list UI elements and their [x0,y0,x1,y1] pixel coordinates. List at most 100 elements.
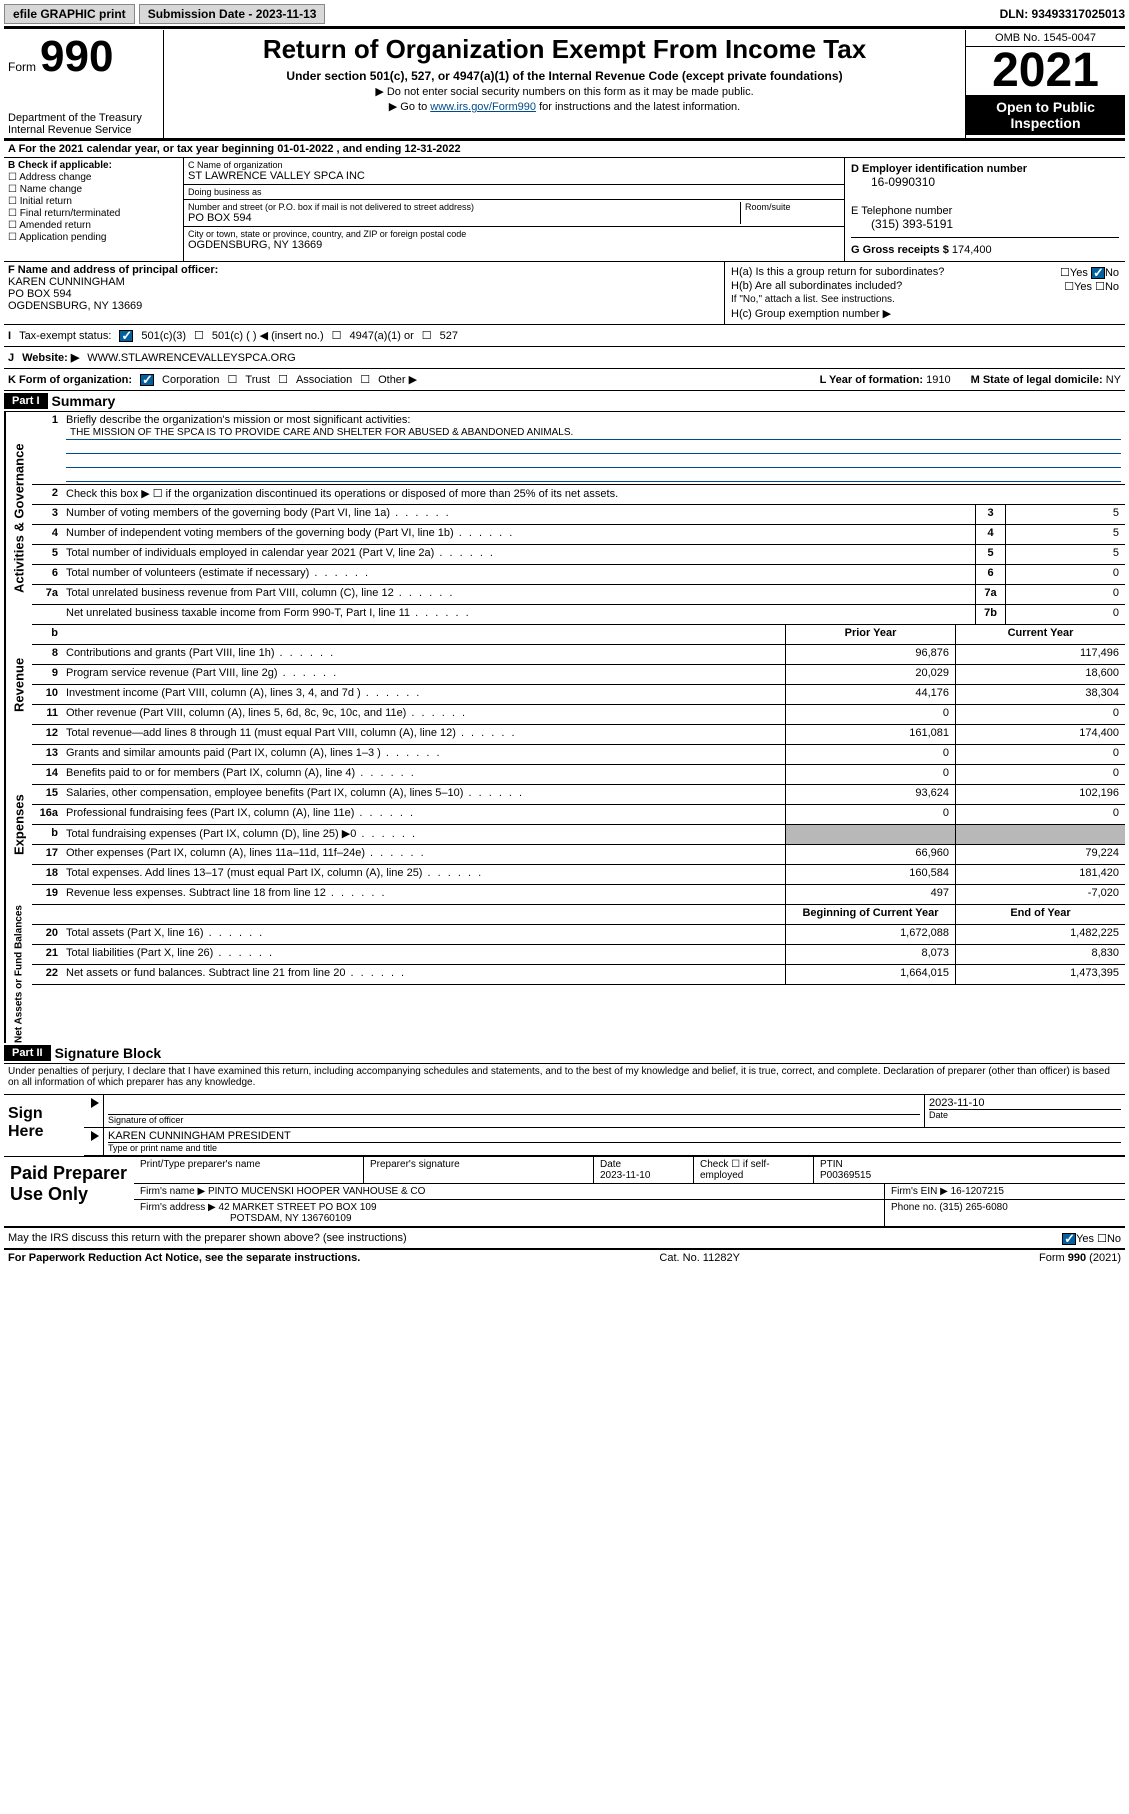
table-row: 5Total number of individuals employed in… [32,545,1125,565]
table-row: 6Total number of volunteers (estimate if… [32,565,1125,585]
table-row: 12Total revenue—add lines 8 through 11 (… [32,725,1125,745]
sign-here-label: Sign Here [4,1095,84,1156]
cb-initial-return[interactable]: ☐ Initial return [8,196,179,207]
sign-here-section: Sign Here Signature of officer 2023-11-1… [4,1094,1125,1157]
governance-section: Activities & Governance 1 Briefly descri… [4,412,1125,625]
expenses-section: Expenses 13Grants and similar amounts pa… [4,745,1125,905]
tel-value: (315) 393-5191 [851,217,1119,231]
governance-side-label: Activities & Governance [4,412,32,625]
form-word: Form [8,60,36,74]
officer-label: F Name and address of principal officer: [8,264,720,276]
sig-officer-label: Signature of officer [108,1115,920,1125]
footer-right: Form 990 (2021) [1039,1252,1121,1264]
cb-name-change[interactable]: ☐ Name change [8,184,179,195]
form-note-2: ▶ Go to www.irs.gov/Form990 for instruct… [168,100,961,113]
eoy-header: End of Year [955,905,1125,924]
form-header: Form 990 Department of the Treasury Inte… [4,30,1125,141]
line-j-website: J Website: ▶ WWW.STLAWRENCEVALLEYSPCA.OR… [4,347,1125,369]
table-row: 8Contributions and grants (Part VIII, li… [32,645,1125,665]
table-row: 15Salaries, other compensation, employee… [32,785,1125,805]
addr-value: PO BOX 594 [188,212,740,224]
table-row: 20Total assets (Part X, line 16)1,672,08… [32,925,1125,945]
sig-date: 2023-11-10 [929,1097,1121,1109]
cb-address-change[interactable]: ☐ Address change [8,172,179,183]
mission-text: THE MISSION OF THE SPCA IS TO PROVIDE CA… [66,426,1121,440]
date-label: Date [929,1109,1121,1120]
irs-link[interactable]: www.irs.gov/Form990 [430,101,536,113]
line-a-tax-year: A For the 2021 calendar year, or tax yea… [4,141,1125,158]
form-note-1: ▶ Do not enter social security numbers o… [168,85,961,98]
cb-final-return[interactable]: ☐ Final return/terminated [8,208,179,219]
org-name-label: C Name of organization [188,160,840,170]
table-row: 7aTotal unrelated business revenue from … [32,585,1125,605]
table-row: Net unrelated business taxable income fr… [32,605,1125,625]
mission-label: Briefly describe the organization's miss… [66,414,1121,426]
expenses-side-label: Expenses [4,745,32,905]
h-b-note: If "No," attach a list. See instructions… [731,294,1119,305]
page-footer: For Paperwork Reduction Act Notice, see … [4,1250,1125,1266]
website-value: WWW.STLAWRENCEVALLEYSPCA.ORG [87,352,295,364]
revenue-side-label: Revenue [4,625,32,745]
cb-application-pending[interactable]: ☐ Application pending [8,232,179,243]
table-row: bTotal fundraising expenses (Part IX, co… [32,825,1125,845]
table-row: 13Grants and similar amounts paid (Part … [32,745,1125,765]
table-row: 22Net assets or fund balances. Subtract … [32,965,1125,985]
table-row: 16aProfessional fundraising fees (Part I… [32,805,1125,825]
officer-addr1: PO BOX 594 [8,288,720,300]
part-1-header-row: Part I Summary [4,391,1125,412]
firm-ein: 16-1207215 [951,1186,1004,1197]
gross-value: 174,400 [952,244,992,256]
addr-label: Number and street (or P.O. box if mail i… [188,202,740,212]
ein-value: 16-0990310 [851,175,1119,189]
tel-label: E Telephone number [851,205,1119,217]
firm-addr1: 42 MARKET STREET PO BOX 109 [219,1202,377,1213]
irs-label: Internal Revenue Service [8,124,159,136]
ha-no-checked-icon [1091,267,1105,279]
footer-left: For Paperwork Reduction Act Notice, see … [8,1252,360,1264]
cb-amended-return[interactable]: ☐ Amended return [8,220,179,231]
ein-label: D Employer identification number [851,163,1119,175]
line-2-checkbox: Check this box ▶ ☐ if the organization d… [62,485,1125,504]
dept-label: Department of the Treasury [8,112,159,124]
form-number: 990 [40,32,113,82]
org-name: ST LAWRENCE VALLEY SPCA INC [188,170,840,182]
part-1-badge: Part I [4,393,48,409]
corp-checked-icon [140,374,154,386]
efile-print-button[interactable]: efile GRAPHIC print [4,4,135,24]
revenue-section: Revenue b Prior Year Current Year 8Contr… [4,625,1125,745]
firm-phone: (315) 265-6080 [939,1202,1007,1213]
preparer-name-header: Print/Type preparer's name [134,1157,364,1183]
section-f-h: F Name and address of principal officer:… [4,262,1125,325]
tax-year: 2021 [966,47,1125,95]
arrow-icon [91,1098,99,1108]
table-row: 19Revenue less expenses. Subtract line 1… [32,885,1125,905]
line-k-form-org: K Form of organization: Corporation ☐ Tr… [4,369,1125,391]
officer-type-label: Type or print name and title [108,1142,1121,1153]
table-row: 4Number of independent voting members of… [32,525,1125,545]
firm-name: PINTO MUCENSKI HOOPER VANHOUSE & CO [208,1186,425,1197]
city-value: OGDENSBURG, NY 13669 [188,239,840,251]
table-row: 3Number of voting members of the governi… [32,505,1125,525]
discuss-row: May the IRS discuss this return with the… [4,1228,1125,1250]
line-i-tax-status: I Tax-exempt status: 501(c)(3) ☐ 501(c) … [4,325,1125,347]
preparer-date: 2023-11-10 [600,1170,650,1181]
dln-label: DLN: 93493317025013 [1000,7,1125,21]
open-inspection-badge: Open to Public Inspection [966,95,1125,135]
preparer-sig-header: Preparer's signature [364,1157,594,1183]
discuss-yes-checked-icon [1062,1233,1076,1245]
501c3-checked-icon [119,330,133,342]
netassets-side-label: Net Assets or Fund Balances [4,905,32,1043]
section-b-header: B Check if applicable: [8,160,179,171]
top-toolbar: efile GRAPHIC print Submission Date - 20… [4,4,1125,24]
netassets-section: Net Assets or Fund Balances Beginning of… [4,905,1125,1043]
ptin-value: P00369515 [820,1170,871,1181]
table-row: 21Total liabilities (Part X, line 26)8,0… [32,945,1125,965]
table-row: 11Other revenue (Part VIII, column (A), … [32,705,1125,725]
officer-addr2: OGDENSBURG, NY 13669 [8,300,720,312]
submission-date-button[interactable]: Submission Date - 2023-11-13 [139,4,326,24]
boy-header: Beginning of Current Year [785,905,955,924]
part-2-title: Signature Block [51,1043,166,1063]
arrow-icon [91,1131,99,1141]
state-domicile: NY [1106,374,1121,386]
form-title: Return of Organization Exempt From Incom… [168,34,961,65]
